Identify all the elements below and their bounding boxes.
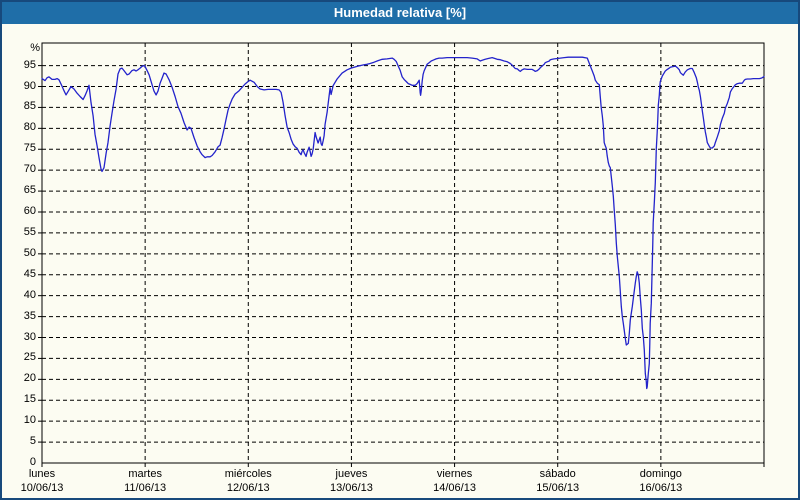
y-tick-label: 95 <box>23 58 36 71</box>
y-tick-label: 10 <box>23 414 36 427</box>
y-tick-label: 0 <box>29 456 36 468</box>
y-tick-label: 20 <box>23 372 36 385</box>
date-label: 10/06/13 <box>20 482 64 494</box>
x-axis-day-label: jueves 13/06/13 <box>296 468 406 494</box>
x-axis-day-label: domingo 16/06/13 <box>606 468 716 494</box>
y-tick-label: 50 <box>23 246 36 259</box>
date-label: 14/06/13 <box>433 482 476 494</box>
y-tick-label: 65 <box>23 184 36 197</box>
date-label: 13/06/13 <box>330 482 373 494</box>
date-label: 15/06/13 <box>536 482 580 494</box>
date-label: 16/06/13 <box>639 482 683 494</box>
weekday-label: jueves <box>335 468 368 480</box>
y-tick-label: 15 <box>23 393 36 406</box>
humidity-series-line <box>41 56 765 390</box>
weekday-label: miércoles <box>224 468 272 480</box>
chart-title: Humedad relativa [%] <box>2 2 798 24</box>
weekday-label: martes <box>128 468 162 480</box>
date-label: 12/06/13 <box>226 482 270 494</box>
x-axis-day-label: miércoles 12/06/13 <box>193 468 303 494</box>
date-label: 11/06/13 <box>124 482 167 494</box>
plot-frame <box>41 42 765 464</box>
y-tick-label: 45 <box>23 267 36 280</box>
x-axis-day-label: lunes 10/06/13 <box>2 468 97 494</box>
y-tick-label: 25 <box>23 351 36 364</box>
y-tick-label: 35 <box>23 309 36 322</box>
x-axis-day-label: viernes 14/06/13 <box>400 468 510 494</box>
y-tick-label: 5 <box>29 435 36 448</box>
x-axis-day-label: sábado 15/06/13 <box>503 468 613 494</box>
y-tick-label: 55 <box>23 225 36 238</box>
weekday-label: domingo <box>639 468 682 480</box>
weekday-label: sábado <box>539 468 576 480</box>
y-tick-label: 75 <box>23 142 36 155</box>
y-tick-label: 85 <box>23 100 36 113</box>
x-axis-day-label: martes 11/06/13 <box>90 468 200 494</box>
weekday-label: lunes <box>28 468 56 480</box>
y-tick-label: 80 <box>23 121 36 134</box>
y-tick-label: 30 <box>23 330 36 343</box>
weekday-label: viernes <box>436 468 473 480</box>
y-tick-label: 60 <box>23 205 36 217</box>
y-axis-unit-label: % <box>30 42 40 54</box>
y-tick-label: 40 <box>23 288 36 301</box>
y-tick-label: 70 <box>23 163 36 176</box>
y-tick-label: 90 <box>23 79 36 92</box>
